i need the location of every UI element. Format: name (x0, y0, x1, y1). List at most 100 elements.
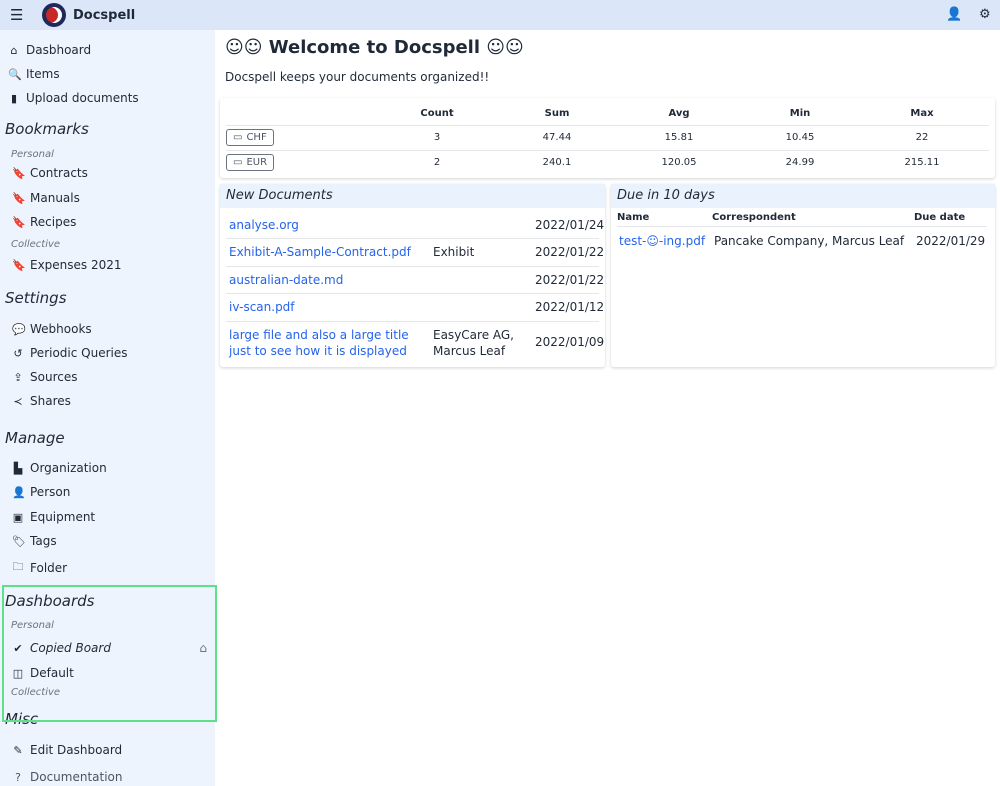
document-link[interactable]: large file and also a large title just t… (229, 328, 409, 358)
label: Recipes (30, 215, 77, 229)
page-subtitle: Docspell keeps your documents organized!… (225, 70, 490, 84)
question-circle-icon: ? (15, 770, 21, 784)
bookmarks-collective-label: Collective (11, 239, 61, 250)
menu-icon[interactable]: ☰ (10, 6, 24, 24)
col-header: Due date (914, 212, 966, 223)
dashboard-default[interactable]: ◫ Default (12, 666, 74, 680)
cell: 120.05 (661, 157, 697, 168)
user-icon: 👤 (12, 485, 26, 499)
cell: 15.81 (664, 132, 694, 143)
cell: 215.11 (904, 157, 940, 168)
check-icon: ✔ (13, 641, 23, 655)
due-documents-card: Due in 10 days Name Correspondent Due da… (611, 184, 995, 367)
label: Equipment (30, 510, 96, 524)
correspondent: EasyCare AG, Marcus Leaf (433, 328, 514, 358)
label: Items (26, 67, 60, 81)
col-header: Correspondent (712, 212, 796, 223)
card-title: New Documents (220, 184, 605, 208)
sidebar-item-edit-dashboard[interactable]: ✎ Edit Dashboard (12, 743, 122, 757)
cell: 22 (915, 132, 929, 143)
label: Webhooks (30, 322, 92, 336)
docspell-logo[interactable] (42, 3, 66, 27)
currency-badge: ▭ EUR (226, 154, 274, 171)
correspondent: Exhibit (433, 245, 475, 259)
sidebar: ⌂ Dasbhoard 🔍 Items ▮ Upload documents Book… (0, 30, 215, 786)
cogs-icon[interactable]: ⚙ (979, 7, 991, 22)
home-icon: ⌂ (10, 43, 18, 57)
misc-heading: Misc (5, 710, 39, 728)
manage-heading: Manage (5, 429, 65, 447)
top-bar: ☰ Docspell 👤 ⚙ (0, 0, 1000, 30)
search-icon: 🔍 (8, 67, 22, 81)
money-icon: ▭ (233, 157, 243, 168)
folder-icon: 🗀 (12, 560, 24, 573)
label: Person (30, 485, 71, 499)
edit-icon: ✎ (13, 743, 23, 757)
sidebar-item-shares[interactable]: ≺ Shares (12, 394, 71, 408)
bookmark-expenses[interactable]: 🔖 Expenses 2021 (12, 258, 122, 272)
highlight-box (2, 585, 217, 722)
summary-card: Count Sum Avg Min Max ▭ CHF 3 47.44 15.81… (220, 98, 995, 178)
col-header: Max (910, 108, 934, 119)
document-link[interactable]: Exhibit-A-Sample-Contract.pdf (229, 245, 411, 259)
label: Copied Board (30, 641, 111, 655)
bookmark-icon: 🔖 (12, 191, 26, 205)
currency: EUR (246, 157, 268, 168)
dashboards-personal-label: Personal (11, 620, 54, 631)
label: Periodic Queries (30, 346, 128, 360)
sidebar-item-person[interactable]: 👤 Person (12, 485, 70, 499)
label: Tags (30, 534, 57, 548)
date: 2022/01/12 (535, 300, 605, 314)
due-date: 2022/01/29 (916, 234, 986, 248)
home-default-icon[interactable]: ⌂ (199, 641, 207, 655)
upload-icon: ⇪ (13, 370, 23, 384)
label: Default (30, 666, 74, 680)
label: Contracts (30, 166, 88, 180)
correspondent: Pancake Company, Marcus Leaf (714, 234, 905, 248)
document-link[interactable]: iv-scan.pdf (229, 300, 295, 314)
bookmark-manuals[interactable]: 🔖 Manuals (12, 191, 80, 205)
sidebar-item-dashboard[interactable]: ⌂ Dasbhoard (8, 43, 92, 57)
new-documents-card: New Documents analyse.org 2022/01/24 Exh… (220, 184, 605, 367)
share-icon: ≺ (13, 394, 23, 408)
sidebar-item-sources[interactable]: ⇪ Sources (12, 370, 77, 384)
label: Manuals (30, 191, 80, 205)
dashboards-heading: Dashboards (5, 592, 95, 610)
sidebar-item-periodic-queries[interactable]: ↺ Periodic Queries (12, 346, 128, 360)
document-link[interactable]: analyse.org (229, 218, 299, 232)
sidebar-item-folder[interactable]: 🗀 Folder (12, 558, 68, 577)
sidebar-item-upload[interactable]: ▮ Upload documents (8, 91, 139, 105)
sidebar-item-items[interactable]: 🔍 Items (8, 67, 60, 81)
page-title: ☺☺ Welcome to Docspell ☺☺ (225, 37, 524, 58)
document-link[interactable]: test-☺-ing.pdf (619, 234, 706, 248)
sidebar-item-organization[interactable]: ▙ Organization (12, 461, 107, 475)
sidebar-item-documentation[interactable]: ? Documentation (12, 770, 122, 784)
label: Shares (30, 394, 71, 408)
label: Organization (30, 461, 107, 475)
bookmark-icon: 🔖 (12, 215, 26, 229)
cell: 10.45 (785, 132, 815, 143)
cell: 47.44 (542, 132, 572, 143)
comment-icon: 💬 (12, 322, 26, 336)
bookmark-recipes[interactable]: 🔖 Recipes (12, 215, 76, 229)
upload-file-icon: ▮ (10, 91, 18, 105)
user-icon[interactable]: 👤 (946, 7, 963, 22)
bookmark-contracts[interactable]: 🔖 Contracts (12, 166, 88, 180)
bookmarks-heading: Bookmarks (5, 120, 89, 138)
card-title: Due in 10 days (611, 184, 995, 208)
sidebar-item-tags[interactable]: 🏷 Tags (12, 534, 57, 548)
col-header: Avg (668, 108, 690, 119)
cell: 24.99 (785, 157, 815, 168)
money-icon: ▭ (233, 132, 243, 143)
bookmark-outline-icon: 🔖 (12, 258, 26, 272)
document-link[interactable]: australian-date.md (229, 273, 344, 287)
label: Edit Dashboard (30, 743, 123, 757)
sidebar-item-equipment[interactable]: ▣ Equipment (12, 510, 95, 524)
tags-icon: 🏷 (12, 534, 26, 548)
cell: 2 (433, 157, 441, 168)
sidebar-item-webhooks[interactable]: 💬 Webhooks (12, 322, 92, 336)
dashboard-copied-board[interactable]: ✔ Copied Board ⌂ (12, 641, 207, 655)
bookmarks-personal-label: Personal (11, 149, 54, 160)
label: Upload documents (26, 91, 139, 105)
cell: 240.1 (542, 157, 572, 168)
